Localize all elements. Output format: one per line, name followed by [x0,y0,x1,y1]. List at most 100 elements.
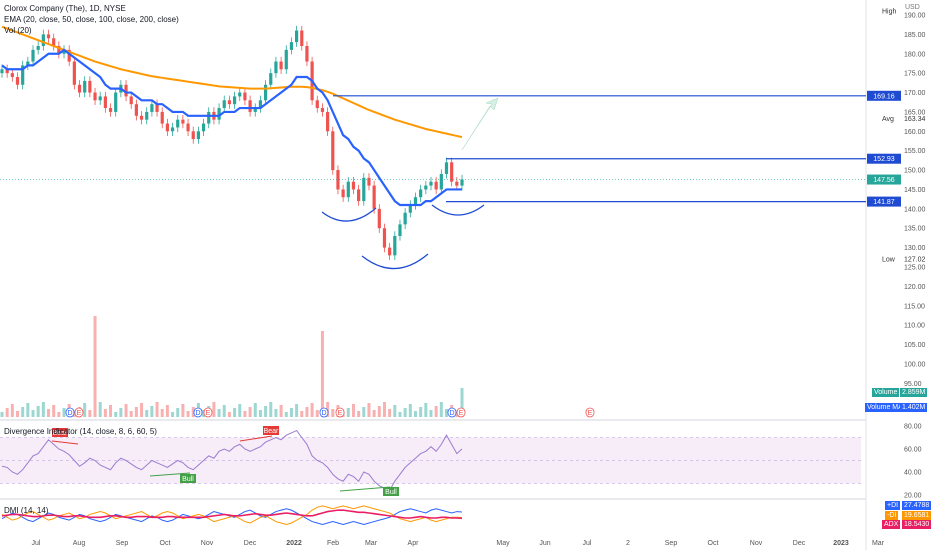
price-tick-label: 160.00 [904,129,926,136]
volume-bar [155,402,159,417]
price-stat-label: Avg [882,116,894,123]
low-value: 127.02 [904,257,926,264]
x-tick-label: Jun [539,540,550,547]
volume-bar [186,411,190,417]
candle-body [393,235,397,256]
volume-bar [145,410,149,417]
candle-body [145,111,149,120]
last-price-tag [867,174,901,185]
level-tag-label: 152.93 [873,156,895,163]
event-marker-label: D [321,410,326,417]
x-tick-label: Jul [32,540,41,547]
candle-body [165,123,169,132]
candle-body [439,173,443,190]
volume-bar [83,403,87,417]
volume-bars [0,316,464,417]
volume-bar [16,411,20,417]
x-tick-label: Feb [327,540,339,547]
volume-bar [165,405,169,417]
shoulder-arc [321,207,377,222]
candle-body [114,92,118,112]
price-tick-label: 115.00 [904,303,925,310]
x-tick-label: Jul [583,540,592,547]
candle-body [372,185,376,209]
symbol-title[interactable]: Clorox Company (The), 1D, NYSE [4,4,126,13]
candle-body [41,34,45,47]
price-tick-label: 135.00 [904,226,926,233]
volume-bar [274,409,278,417]
signal-label: Bear [264,428,279,435]
dmi-legend[interactable]: DMI (14, 14) [4,506,49,515]
x-tick-label: 2022 [286,540,302,547]
event-marker-label: D [449,410,454,417]
price-tick-label: 180.00 [904,51,926,58]
candle-body [222,100,226,109]
candle-body [274,61,278,74]
divergence-line [149,472,191,477]
candle-body [408,204,412,213]
candle-body [315,100,319,109]
candle-body [196,131,201,140]
price-tick-label: 110.00 [904,323,925,330]
volume-bar [264,406,268,417]
candle-body [450,162,454,182]
event-marker [193,407,203,418]
candle-body [429,181,433,186]
volume-bar [217,409,221,417]
event-marker-label: E [338,410,343,417]
ema-legend[interactable]: EMA (20, close, 50, close, 100, close, 2… [4,15,179,24]
candle-body [258,100,263,109]
price-tick-label: 140.00 [904,206,926,213]
volume-ma-value-tag: 1.402M [900,403,928,412]
volume-bar [253,403,257,417]
candle-body [377,208,381,229]
divergence-legend[interactable]: Divergence Indicator (14, close, 8, 6, 6… [4,427,157,436]
signal-badge [263,426,279,435]
candle-body [103,96,107,109]
divergence-line [339,486,391,492]
price-tick-label: 155.00 [904,148,926,155]
price-tick-label: 95.00 [904,381,922,388]
rsi-band [0,437,861,484]
x-tick-label: Aug [73,540,86,547]
volume-bar [5,408,9,417]
candle-body [176,119,180,128]
volume-bar [124,404,128,417]
volume-bar [284,412,288,417]
candle-body [269,73,273,85]
volume-bar [21,407,25,417]
candle-body [77,84,82,93]
candle-body [88,80,92,93]
adx-label: ADX [882,520,901,529]
candle-body [170,127,175,132]
candle-body [93,92,97,101]
candle-body [98,96,102,101]
x-tick-label: Sep [665,540,678,547]
volume-bar [460,388,464,417]
candle-body [0,69,4,74]
candle-body [129,96,133,105]
event-marker [74,407,84,418]
event-marker [456,407,466,418]
candle-body [139,115,144,120]
volume-bar [258,410,262,417]
volume-bar [134,407,138,417]
volume-bar [413,411,417,417]
candle-body [160,111,164,124]
volume-tag: Volume [872,388,900,397]
candle-body [62,49,66,54]
volume-bar [41,402,45,417]
volume-legend[interactable]: Vol (20) [4,26,32,35]
level-tag-label: 169.16 [873,93,895,100]
volume-bar [47,409,51,417]
ema20-line [1,48,462,207]
volume-bar [403,408,407,417]
shoulder-arc [431,204,485,216]
x-tick-label: Dec [793,540,806,547]
volume-bar [88,410,92,417]
candle-body [67,49,71,62]
volume-bar [439,402,443,417]
candle-body [295,30,299,43]
price-tick-label: 125.00 [904,265,926,272]
